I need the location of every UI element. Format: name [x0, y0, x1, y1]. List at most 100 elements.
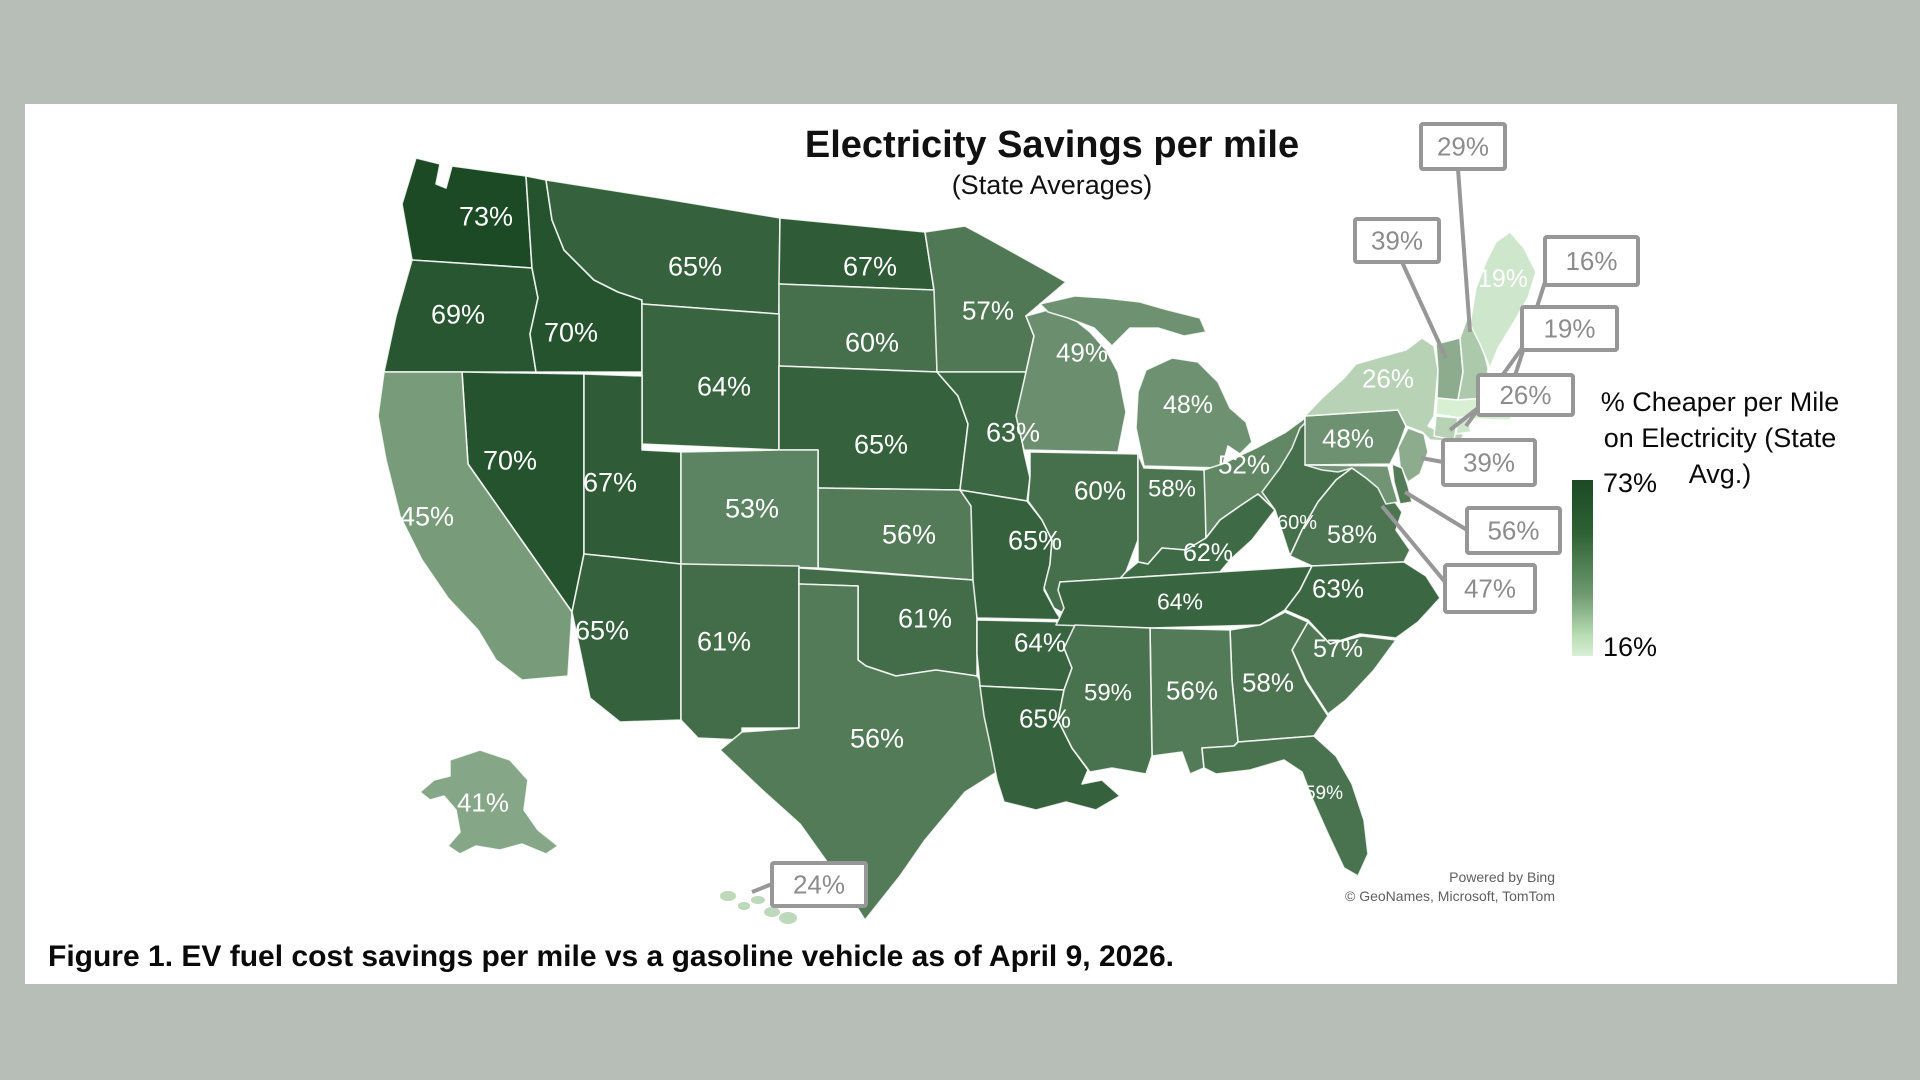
state-fl: [1201, 735, 1369, 877]
state-value-label-fl: 59%: [1305, 783, 1343, 804]
state-mi: [1135, 357, 1253, 469]
state-value-label-al: 56%: [1166, 675, 1218, 705]
state-value-label-ca: 45%: [400, 502, 454, 532]
callout-value-nh: 29%: [1437, 132, 1489, 162]
state-hi-island-4: [764, 907, 780, 917]
state-value-label-nc: 63%: [1312, 573, 1364, 603]
state-value-label-wa: 73%: [459, 202, 513, 232]
state-value-label-tx: 56%: [850, 724, 904, 754]
callout-box-vt: [1353, 217, 1441, 264]
callout-value-md: 47%: [1464, 574, 1516, 604]
state-value-label-id: 70%: [544, 318, 598, 348]
callout-leader-line-md: [1380, 504, 1447, 584]
state-value-label-ms: 59%: [1084, 680, 1132, 707]
callout-box-ma: [1543, 235, 1640, 287]
state-value-label-nm: 61%: [697, 627, 751, 657]
legend-max-label: 73%: [1603, 468, 1658, 498]
state-value-label-ia: 63%: [986, 418, 1040, 448]
callout-value-hi: 24%: [793, 870, 845, 900]
state-nj: [1397, 427, 1429, 483]
us-choropleth-map: 73% 69% 70% 65% 67% 60% 64% 65% 56% 70% 67% 53% 45% 6…: [377, 122, 1640, 924]
map-attribution: Powered by Bing © GeoNames, Microsoft, T…: [1255, 868, 1555, 906]
state-ny: [1304, 337, 1465, 443]
callout-box-md: [1443, 563, 1537, 614]
state-co: [680, 449, 819, 569]
state-value-label-ny: 26%: [1362, 363, 1414, 393]
state-value-label-nv: 70%: [483, 446, 537, 476]
state-hi-island-5: [779, 912, 797, 924]
state-value-label-wv: 60%: [1277, 512, 1317, 534]
callout-box-ri: [1520, 305, 1619, 352]
state-value-label-ky: 62%: [1183, 539, 1233, 567]
attribution-line1: Powered by Bing: [1449, 869, 1555, 885]
state-value-label-nd: 67%: [843, 252, 897, 282]
callout-box-ct: [1476, 373, 1575, 417]
callout-value-ma: 16%: [1565, 246, 1617, 276]
callout-nj: 39%: [1420, 438, 1537, 487]
state-value-label-mo: 65%: [1008, 526, 1062, 556]
state-value-label-ar: 64%: [1014, 627, 1066, 657]
callout-value-ct: 26%: [1499, 380, 1551, 410]
state-value-label-mi: 48%: [1163, 391, 1213, 419]
callout-leader-line-de: [1403, 490, 1469, 532]
callout-box-nh: [1419, 122, 1507, 171]
legend-title: % Cheaper per Mile on Electricity (State…: [1580, 384, 1860, 492]
state-mi: [1039, 295, 1207, 347]
state-ca: [377, 371, 573, 681]
state-value-label-az: 65%: [575, 616, 629, 646]
state-value-label-tn: 64%: [1157, 588, 1203, 614]
callout-ri: 19%: [1464, 305, 1619, 428]
callout-leader-line-ct: [1448, 406, 1480, 432]
callout-box-nj: [1441, 438, 1537, 487]
state-value-label-la: 65%: [1019, 703, 1071, 733]
state-value-label-ak: 41%: [457, 787, 509, 817]
callout-nh: 29%: [1419, 122, 1507, 333]
legend-title-line1: % Cheaper per Mile: [1600, 387, 1840, 417]
callout-leader-line-nj: [1420, 456, 1444, 464]
state-value-label-sd: 60%: [845, 328, 899, 358]
state-ak: [419, 749, 559, 855]
figure-card: Electricity Savings per mile (State Aver…: [25, 104, 1897, 984]
state-value-label-sc: 57%: [1313, 635, 1363, 663]
callout-hi: 24%: [751, 861, 868, 908]
callout-leader-line-vt: [1400, 261, 1448, 359]
state-value-label-oh: 52%: [1218, 449, 1270, 479]
state-value-label-or: 69%: [431, 300, 485, 330]
state-hi-island-2: [738, 902, 750, 910]
state-nc: [1284, 561, 1441, 645]
state-hi-island-1: [720, 891, 736, 901]
state-wa: [401, 157, 533, 269]
state-value-label-va: 58%: [1327, 521, 1377, 549]
callout-box-hi: [770, 861, 868, 908]
legend-min-label: 16%: [1603, 632, 1658, 662]
state-value-label-me: 19%: [1478, 265, 1528, 293]
callout-de: 56%: [1403, 490, 1562, 555]
state-value-label-mn: 57%: [962, 295, 1014, 325]
legend-gradient-bar: [1572, 480, 1593, 656]
state-value-label-ne: 65%: [854, 430, 908, 460]
callout-leader-line-hi: [751, 882, 773, 894]
state-value-label-ok: 61%: [898, 604, 952, 634]
state-il: [1027, 451, 1139, 617]
page-title: Electricity Savings per mile: [804, 124, 1300, 166]
callout-box-de: [1465, 506, 1562, 555]
state-value-label-in: 58%: [1148, 476, 1196, 503]
state-md: [1304, 464, 1399, 505]
legend-title-line2: on Electricity (State Avg.): [1603, 423, 1837, 489]
callout-ct: 26%: [1448, 373, 1575, 432]
callout-value-nj: 39%: [1463, 448, 1515, 478]
attribution-line2: © GeoNames, Microsoft, TomTom: [1345, 888, 1555, 904]
state-value-label-wi: 49%: [1056, 337, 1108, 367]
figure-caption: Figure 1. EV fuel cost savings per mile …: [48, 940, 1175, 973]
state-value-label-co: 53%: [725, 494, 779, 524]
state-hi-island-3: [751, 896, 765, 904]
state-value-label-ga: 58%: [1242, 667, 1294, 697]
callout-value-vt: 39%: [1371, 226, 1423, 256]
state-value-label-mt: 65%: [668, 252, 722, 282]
callout-value-de: 56%: [1487, 516, 1539, 546]
state-value-label-ut: 67%: [583, 468, 637, 498]
state-value-label-ks: 56%: [882, 520, 936, 550]
state-value-label-pa: 48%: [1322, 423, 1374, 453]
state-mt: [545, 179, 781, 315]
